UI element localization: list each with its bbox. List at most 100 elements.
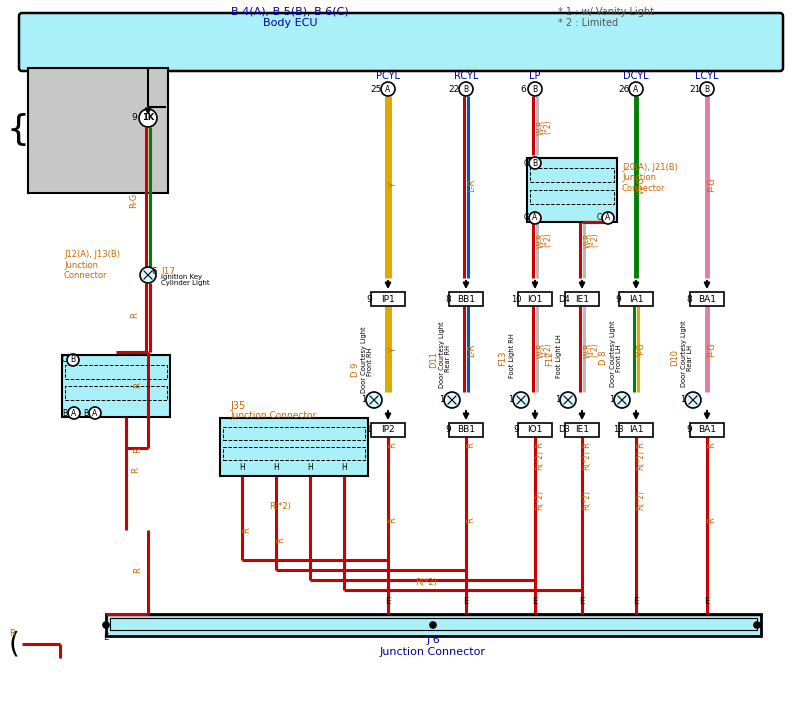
Circle shape [103,622,109,628]
Bar [527,158,617,222]
Text: R: R [242,527,251,533]
Bar [619,292,653,306]
Text: * 1 : w/ Vanity Light: * 1 : w/ Vanity Light [558,7,654,17]
Text: J35: J35 [230,401,246,411]
Text: 13: 13 [613,425,623,434]
Text: W-G: W-G [637,176,646,194]
Text: R: R [707,442,717,448]
Text: D4: D4 [558,295,570,304]
Text: 8: 8 [445,295,451,304]
Text: 1: 1 [555,396,561,404]
Text: D 8: D 8 [599,351,609,366]
Circle shape [381,82,395,96]
Text: IE1: IE1 [575,295,589,304]
Text: (*2): (*2) [543,233,553,247]
Text: D 9: D 9 [351,363,361,378]
Text: B: B [62,408,67,418]
Text: Foot Light LH: Foot Light LH [556,334,562,378]
Text: R: R [707,517,717,523]
Text: 9: 9 [615,295,621,304]
Bar [65,386,167,399]
Text: IP1: IP1 [381,295,395,304]
Text: E: E [634,598,638,607]
Text: R: R [131,467,141,473]
Text: E: E [386,598,390,607]
Text: 22: 22 [448,84,460,93]
Text: 1: 1 [362,396,366,404]
Circle shape [614,392,630,408]
Bar [223,427,365,440]
Text: IA1: IA1 [629,295,643,304]
Text: A: A [92,408,98,418]
Text: R: R [130,312,139,318]
Text: 1: 1 [610,396,614,404]
Text: B: B [533,158,538,167]
Text: (: ( [9,630,19,658]
Text: B: B [463,84,469,93]
Circle shape [513,392,529,408]
Text: W-R: W-R [537,232,546,247]
Text: IE1: IE1 [575,425,589,434]
Text: W-R: W-R [583,342,593,358]
Text: (*2): (*2) [543,342,553,357]
Text: Front RH: Front RH [367,348,373,376]
Text: Junction Connector: Junction Connector [230,411,316,420]
Text: A: A [606,214,610,223]
Text: H: H [341,463,347,472]
Bar [449,423,483,437]
Bar [690,423,724,437]
Text: BA1: BA1 [698,295,716,304]
Text: Door Courtesy Light: Door Courtesy Light [681,321,687,387]
Text: R: R [582,442,591,448]
Circle shape [529,157,541,169]
Text: R(*2): R(*2) [535,490,545,510]
Circle shape [67,354,79,366]
Text: (*2): (*2) [590,342,599,357]
Text: R(*2): R(*2) [415,577,437,586]
Text: BB1: BB1 [457,295,475,304]
Text: 6: 6 [520,84,526,93]
Circle shape [89,407,101,419]
Text: Ignition Key
Cylinder Light: Ignition Key Cylinder Light [161,273,210,287]
Text: PCYL: PCYL [376,71,400,81]
FancyBboxPatch shape [19,13,783,71]
Bar [530,190,614,204]
Text: DCYL: DCYL [623,71,649,81]
Text: R: R [134,567,142,573]
Text: H: H [273,463,279,472]
Circle shape [754,622,760,628]
Text: 1: 1 [439,396,445,404]
Text: R: R [134,447,142,453]
Bar [28,68,168,193]
Bar [106,614,761,636]
Text: H: H [307,463,313,472]
Text: IO1: IO1 [527,425,542,434]
Text: E: E [103,633,109,642]
Text: F13: F13 [498,350,507,366]
Text: W-R: W-R [537,120,546,135]
Bar [62,355,170,417]
Bar [65,365,167,378]
Text: R: R [389,442,398,448]
Text: 9: 9 [686,425,692,434]
Text: IO1: IO1 [527,295,542,304]
Text: 9: 9 [131,113,137,122]
Text: A: A [634,84,638,93]
Text: L-R: L-R [467,179,477,192]
Text: 1: 1 [366,425,372,434]
Text: Door Courtesy Light: Door Courtesy Light [610,321,616,387]
Text: Door Courtesy Light: Door Courtesy Light [439,322,445,388]
Text: D3: D3 [558,425,570,434]
Text: 10: 10 [510,295,522,304]
Text: R(*2): R(*2) [637,490,646,510]
Text: A: A [71,408,77,418]
Circle shape [139,109,157,127]
Circle shape [700,82,714,96]
Text: R: R [466,517,475,523]
Text: R: R [535,442,545,448]
Text: R(*2): R(*2) [582,450,591,470]
Bar [110,618,757,630]
Bar [220,418,368,476]
Circle shape [68,407,80,419]
Text: Y: Y [390,182,398,188]
